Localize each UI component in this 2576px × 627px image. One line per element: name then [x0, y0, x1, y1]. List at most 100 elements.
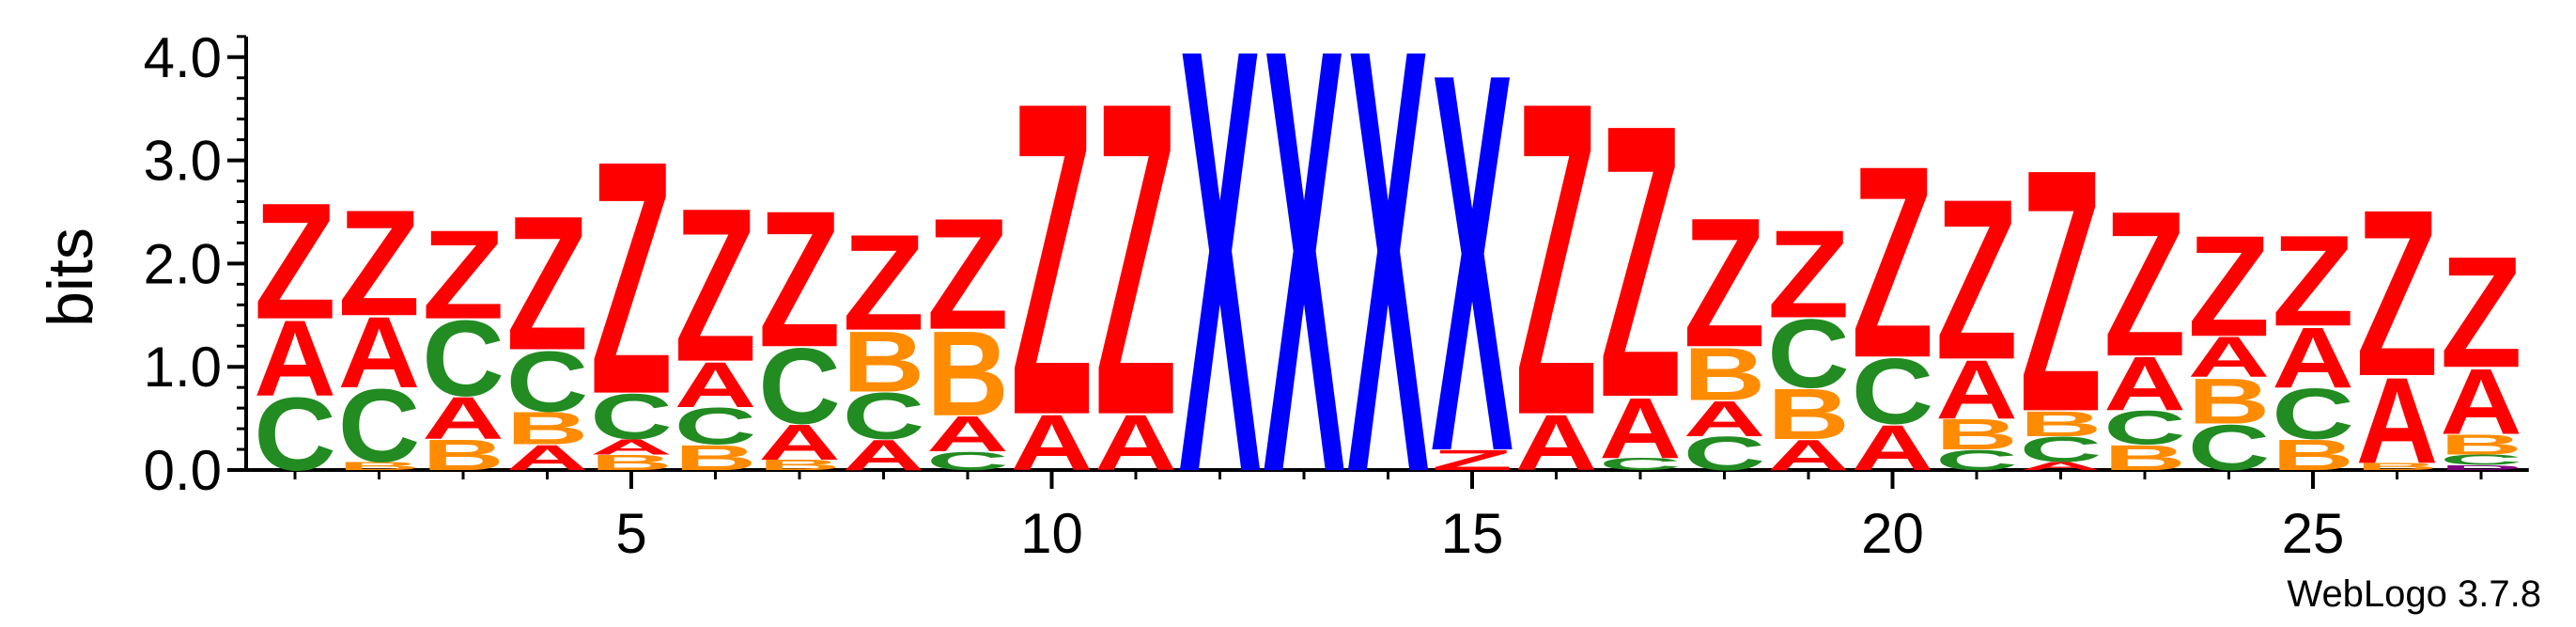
- stack-position-14: X: [1347, 0, 1430, 599]
- stack-position-10: AZ: [1011, 8, 1094, 508]
- glyph-C: C: [2103, 401, 2186, 455]
- glyph-C: C: [2188, 412, 2271, 484]
- glyph-A: A: [675, 349, 757, 421]
- y-axis-title: bits: [35, 227, 106, 327]
- glyph-C: C: [1684, 427, 1766, 480]
- glyph-Z: Z: [675, 164, 757, 408]
- glyph-X: X: [1347, 0, 1430, 599]
- glyph-B: B: [506, 402, 589, 454]
- glyph-B: B: [2103, 438, 2186, 478]
- stack-position-11: AZ: [1094, 8, 1177, 508]
- y-tick-label: 2.0: [144, 232, 222, 295]
- glyph-A: A: [1094, 398, 1177, 487]
- glyph-A: A: [1767, 431, 1850, 479]
- glyph-Z: Z: [2020, 99, 2103, 485]
- glyph-B: B: [590, 450, 673, 475]
- glyph-C: C: [1935, 444, 2018, 476]
- glyph-C: C: [1599, 455, 1682, 474]
- glyph-Z: Z: [2356, 160, 2439, 426]
- glyph-A: A: [2440, 351, 2522, 455]
- glyph-A: A: [2103, 342, 2186, 427]
- glyph-A: A: [2356, 352, 2439, 489]
- glyph-B: B: [1767, 373, 1850, 454]
- glyph-Z: Z: [1767, 203, 1850, 343]
- glyph-Z: Z: [1515, 8, 1598, 508]
- glyph-C: C: [254, 377, 336, 493]
- glyph-A: A: [1852, 412, 1934, 484]
- x-tick-label: 25: [2282, 502, 2345, 565]
- glyph-Z: Z: [1935, 152, 2018, 408]
- glyph-B: B: [758, 457, 841, 473]
- glyph-B: B: [2272, 431, 2354, 479]
- stack-position-13: X: [1263, 0, 1345, 599]
- glyph-C: C: [1852, 340, 1934, 445]
- glyph-B: B: [338, 460, 421, 473]
- glyph-A: A: [2272, 310, 2354, 406]
- glyph-C: C: [675, 398, 757, 456]
- stack-position-26: BAZ: [2356, 160, 2439, 489]
- glyph-Z: Z: [1431, 444, 1513, 476]
- glyph-B: B: [2020, 403, 2103, 444]
- glyph-D: D: [2440, 463, 2522, 472]
- glyph-A: A: [843, 431, 925, 479]
- glyph-B: B: [2440, 429, 2522, 461]
- glyph-C: C: [2272, 373, 2354, 454]
- glyph-B: B: [1935, 411, 2018, 459]
- x-tick-label: 15: [1441, 502, 1504, 565]
- glyph-Z: Z: [254, 169, 336, 354]
- glyph-C: C: [1767, 299, 1850, 408]
- glyph-Z: Z: [1011, 8, 1094, 508]
- glyph-Z: Z: [843, 207, 925, 359]
- glyph-B: B: [843, 314, 925, 410]
- x-tick-label: 10: [1020, 502, 1083, 565]
- glyph-Z: Z: [2272, 208, 2354, 353]
- glyph-B: B: [926, 307, 1009, 442]
- glyph-Z: Z: [2103, 169, 2186, 400]
- x-axis: 5 10 15 20 25: [246, 468, 2529, 565]
- glyph-Z: Z: [758, 171, 841, 387]
- glyph-C: C: [2020, 430, 2103, 470]
- glyph-B: B: [2188, 366, 2271, 438]
- glyph-X: X: [1263, 0, 1345, 599]
- stack-position-17: CAZ: [1599, 43, 1682, 478]
- glyph-A: A: [1515, 398, 1598, 487]
- weblogo-credit: WebLogo 3.7.8: [2287, 573, 2541, 615]
- x-tick-label: 5: [615, 502, 646, 565]
- glyph-C: C: [758, 325, 841, 447]
- glyph-A: A: [1599, 380, 1682, 476]
- glyph-A: A: [422, 384, 504, 452]
- glyph-Z: Z: [590, 92, 673, 464]
- glyph-A: A: [926, 406, 1009, 462]
- stack-position-1: CAZ: [254, 169, 336, 493]
- glyph-C: C: [422, 297, 504, 418]
- stack-position-12: X: [1179, 0, 1262, 599]
- stack-position-20: ACZ: [1852, 110, 1934, 484]
- stack-position-16: AZ: [1515, 8, 1598, 508]
- stack-position-15: ZX: [1431, 0, 1513, 565]
- y-tick-label: 4.0: [144, 26, 222, 89]
- glyph-A: A: [1011, 398, 1094, 487]
- glyph-A: A: [2188, 325, 2271, 390]
- glyph-B: B: [2356, 461, 2439, 472]
- glyph-A: A: [758, 415, 841, 471]
- glyph-C: C: [2440, 452, 2522, 468]
- glyph-B: B: [422, 431, 504, 479]
- glyph-A: A: [1935, 343, 2018, 437]
- glyph-Z: Z: [506, 178, 589, 391]
- glyph-X: X: [1431, 0, 1513, 565]
- glyph-B: B: [1684, 333, 1766, 416]
- glyph-A: A: [338, 296, 421, 409]
